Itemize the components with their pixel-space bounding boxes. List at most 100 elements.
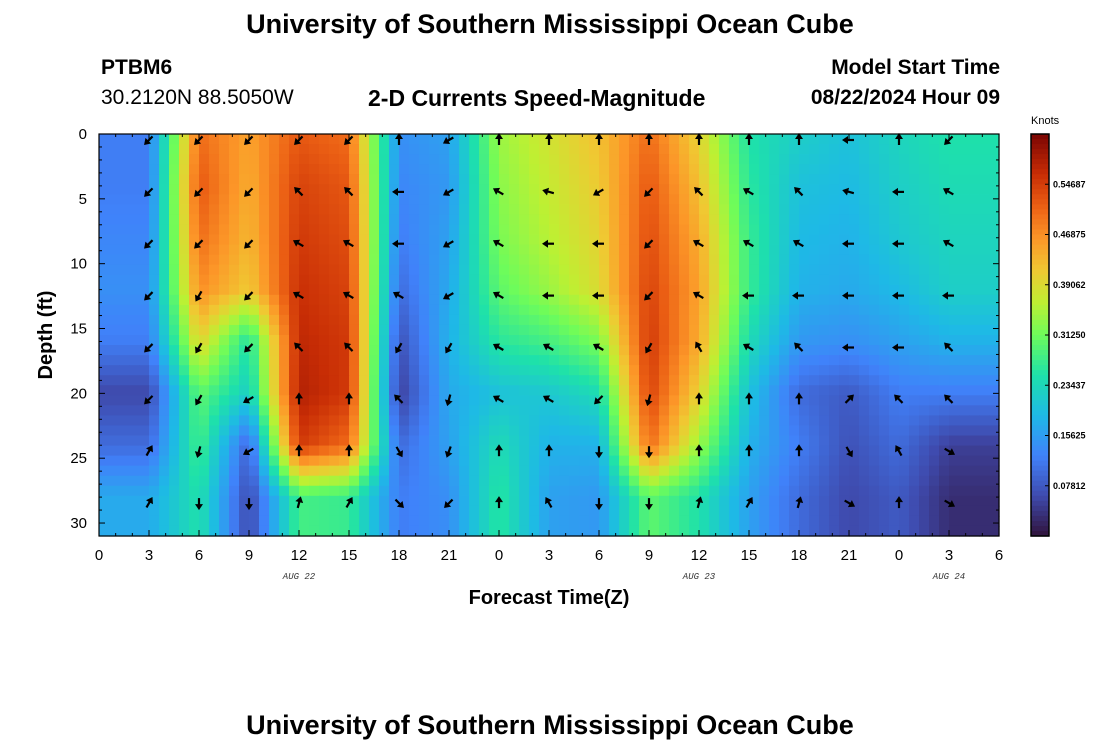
heatmap-cell xyxy=(549,345,560,356)
heatmap-cell xyxy=(649,365,660,376)
heatmap-cell xyxy=(549,395,560,406)
heatmap-cell xyxy=(349,395,360,406)
colorbar-swatch xyxy=(1031,435,1049,442)
heatmap-cell xyxy=(129,324,140,336)
heatmap-cell xyxy=(579,144,590,155)
colorbar-label: 0.46875 xyxy=(1053,230,1086,240)
heatmap-cell xyxy=(569,224,580,236)
heatmap-cell xyxy=(819,465,830,477)
heatmap-cell xyxy=(339,435,350,447)
heatmap-cell xyxy=(389,184,400,195)
arrow-head xyxy=(292,291,301,299)
heatmap-cell xyxy=(139,525,150,537)
heatmap-cell xyxy=(499,525,510,537)
heatmap-cell xyxy=(799,294,810,306)
heatmap-cell xyxy=(699,314,710,326)
heatmap-cell xyxy=(619,234,630,246)
heatmap-cell xyxy=(719,284,730,296)
arrow-head xyxy=(295,496,304,504)
heatmap-cell xyxy=(919,314,930,326)
heatmap-cell xyxy=(529,264,540,276)
heatmap-cell xyxy=(789,345,800,356)
heatmap-cell xyxy=(829,314,840,326)
heatmap-cell xyxy=(629,294,640,306)
heatmap-cell xyxy=(929,425,940,437)
heatmap-cell xyxy=(249,184,260,195)
current-arrow xyxy=(242,447,254,456)
arrow-head xyxy=(794,186,802,195)
heatmap-cell xyxy=(129,294,140,306)
heatmap-cell xyxy=(589,134,600,145)
heatmap-cell xyxy=(849,254,860,266)
heatmap-cell xyxy=(369,475,380,487)
heatmap-cell xyxy=(119,214,130,226)
heatmap-cell xyxy=(989,375,1000,386)
heatmap-cell xyxy=(799,425,810,437)
heatmap-cell xyxy=(649,505,660,517)
heatmap-cell xyxy=(949,505,960,517)
heatmap-cell xyxy=(149,365,160,376)
heatmap-cell xyxy=(169,274,180,286)
heatmap-cell xyxy=(909,184,920,195)
current-arrow xyxy=(295,444,303,457)
heatmap-cell xyxy=(359,284,370,296)
heatmap-cell xyxy=(259,395,270,406)
heatmap-cell xyxy=(459,214,470,226)
heatmap-cell xyxy=(399,144,410,155)
heatmap-cell xyxy=(529,244,540,256)
heatmap-cell xyxy=(919,445,930,457)
colorbar-swatch xyxy=(1031,234,1049,241)
heatmap-cell xyxy=(299,395,310,406)
arrow-head xyxy=(445,346,452,354)
heatmap-cell xyxy=(559,144,570,155)
heatmap-cell xyxy=(539,375,550,386)
heatmap-cell xyxy=(259,445,270,457)
heatmap-cell xyxy=(509,465,520,477)
heatmap-cell xyxy=(369,154,380,165)
heatmap-cell xyxy=(109,465,120,477)
heatmap-cell xyxy=(969,154,980,165)
colorbar-swatch xyxy=(1031,460,1049,467)
heatmap-cell xyxy=(329,264,340,276)
heatmap-cell xyxy=(239,415,250,427)
heatmap-cell xyxy=(989,365,1000,376)
heatmap-cell xyxy=(969,515,980,527)
heatmap-cell xyxy=(639,345,650,356)
heatmap-cell xyxy=(249,505,260,517)
heatmap-cell xyxy=(219,134,230,145)
heatmap-cell xyxy=(419,355,430,366)
heatmap-cell xyxy=(349,314,360,326)
heatmap-cell xyxy=(419,324,430,336)
heatmap-cell xyxy=(329,234,340,246)
heatmap-cell xyxy=(289,184,300,195)
heatmap-cell xyxy=(439,294,450,306)
heatmap-cell xyxy=(889,164,900,175)
heatmap-cell xyxy=(839,415,850,427)
current-arrow xyxy=(745,392,753,405)
heatmap-cell xyxy=(939,174,950,185)
heatmap-cell xyxy=(319,224,330,236)
heatmap-cell xyxy=(799,495,810,507)
heatmap-cell xyxy=(329,164,340,175)
heatmap-cell xyxy=(369,174,380,185)
heatmap-cell xyxy=(509,455,520,467)
heatmap-cell xyxy=(249,385,260,396)
heatmap-cell xyxy=(349,405,360,416)
heatmap-cell xyxy=(879,144,890,155)
heatmap-cell xyxy=(349,264,360,276)
heatmap-cell xyxy=(619,264,630,276)
current-arrow xyxy=(394,498,404,509)
heatmap-cell xyxy=(949,164,960,175)
heatmap-cell xyxy=(509,164,520,175)
heatmap-cell xyxy=(449,495,460,507)
heatmap-cell xyxy=(449,244,460,256)
heatmap-cell xyxy=(119,304,130,316)
heatmap-cell xyxy=(709,244,720,256)
heatmap-cell xyxy=(869,314,880,326)
heatmap-cell xyxy=(609,184,620,195)
heatmap-cell xyxy=(179,415,190,427)
colorbar-swatch xyxy=(1031,450,1049,457)
arrow-head xyxy=(245,504,253,511)
heatmap-cell xyxy=(489,525,500,537)
heatmap-cell xyxy=(219,425,230,437)
